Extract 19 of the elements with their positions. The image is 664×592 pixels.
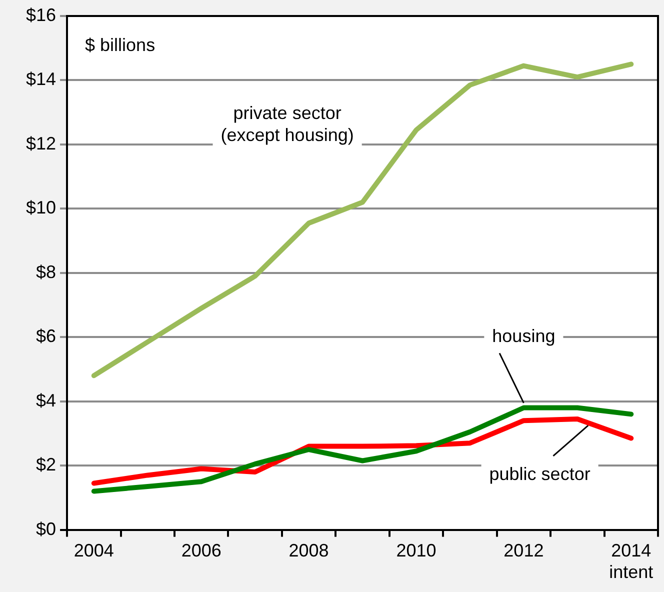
y-tick-label: $12 — [26, 133, 56, 154]
x-tick-label: 2014 intent — [609, 540, 654, 582]
y-tick-label: $16 — [26, 4, 56, 25]
x-tick-label: 2006 — [181, 540, 222, 561]
x-tick-label: 2008 — [288, 540, 329, 561]
x-tick-label: 2012 — [504, 540, 544, 561]
y-tick-label: $6 — [36, 326, 56, 346]
y-tick-label: $0 — [36, 518, 56, 539]
text: private sector (except housing) — [220, 103, 354, 146]
x-tick-label: 2010 — [396, 540, 436, 561]
y-tick-label: $14 — [26, 69, 56, 90]
annotation: $ billions — [85, 34, 156, 55]
x-tick-label: 2004 — [74, 540, 114, 561]
series-label: public sector — [489, 464, 590, 484]
y-tick-label: $10 — [26, 198, 56, 218]
y-tick-label: $8 — [36, 262, 56, 282]
text: housing — [492, 326, 556, 346]
y-tick-label: $2 — [36, 454, 56, 475]
y-tick-label: $4 — [36, 390, 56, 410]
